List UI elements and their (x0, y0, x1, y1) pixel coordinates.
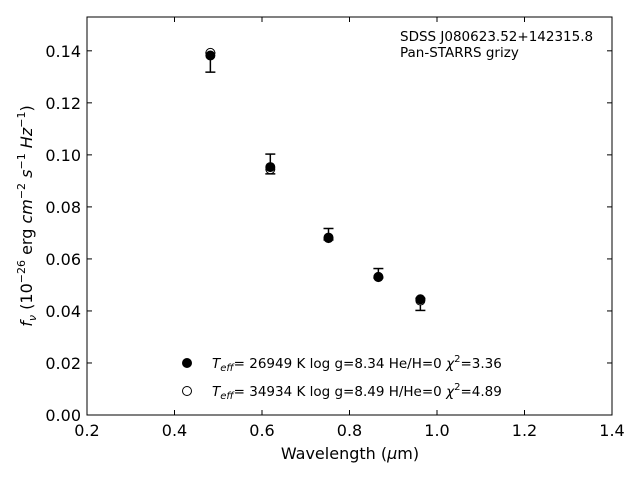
x-tick-label: 1.0 (424, 421, 449, 440)
filled-circle-point (205, 50, 216, 61)
series-filled-circles (205, 50, 426, 305)
y-tick-label: 0.12 (45, 94, 81, 113)
legend-entry-2: Teff= 34934 K log g=8.49 H/He=0 χ2=4.89 (212, 382, 502, 402)
annotation-object: SDSS J080623.52+142315.8 (400, 29, 593, 45)
x-tick-label: 0.4 (162, 421, 187, 440)
y-tick-label: 0.10 (45, 146, 81, 165)
legend-marker-filled-circle (182, 358, 192, 368)
y-axis-label: fν (10−26 erg cm−2 s−1 Hz−1) (15, 105, 39, 326)
x-tick-label: 1.2 (512, 421, 537, 440)
filled-circle-point (323, 232, 334, 243)
y-tick-label: 0.08 (45, 198, 81, 217)
legend-entry-1: Teff= 26949 K log g=8.34 He/H=0 χ2=3.36 (212, 354, 502, 374)
legend: Teff= 26949 K log g=8.34 He/H=0 χ2=3.36 … (182, 354, 502, 402)
y-tick-label: 0.00 (45, 406, 81, 425)
y-tick-label: 0.06 (45, 250, 81, 269)
y-axis-ticks: 0.00 0.02 0.04 0.06 0.08 0.10 0.12 0.14 (45, 42, 612, 425)
x-tick-label: 1.4 (599, 421, 624, 440)
filled-circle-point (373, 271, 384, 282)
observed-errorbars (205, 52, 426, 312)
x-tick-label: 0.2 (74, 421, 99, 440)
x-tick-label: 0.8 (337, 421, 362, 440)
filled-circle-point (415, 294, 426, 305)
x-axis-label: Wavelength (μm) (281, 444, 419, 463)
y-tick-label: 0.02 (45, 354, 81, 373)
series-open-circles (205, 47, 426, 306)
y-tick-label: 0.14 (45, 42, 81, 61)
y-tick-label: 0.04 (45, 302, 81, 321)
annotation-survey: Pan-STARRS grizy (400, 45, 519, 61)
legend-marker-open-circle (182, 386, 192, 396)
x-axis-ticks: 0.2 0.4 0.6 0.8 1.0 1.2 1.4 (74, 17, 625, 440)
x-tick-label: 0.6 (249, 421, 274, 440)
filled-circle-point (265, 162, 276, 173)
